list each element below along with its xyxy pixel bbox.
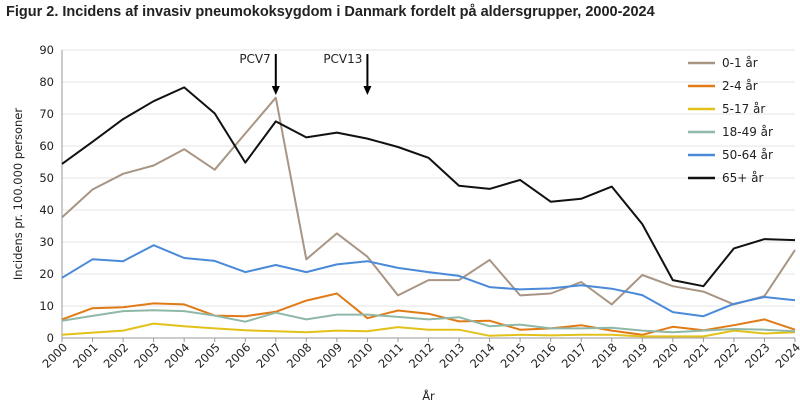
y-tick-label: 90 — [39, 43, 54, 57]
x-tick-label: 2010 — [345, 340, 376, 371]
y-tick-label: 60 — [39, 139, 54, 153]
x-tick-label: 2014 — [467, 340, 498, 371]
x-tick-label: 2005 — [192, 340, 223, 371]
x-tick-label: 2019 — [620, 340, 651, 371]
series-line-517r — [61, 322, 796, 338]
series-line-01r — [61, 96, 796, 306]
annotation-arrowhead — [271, 86, 280, 95]
y-tick-label: 50 — [39, 171, 54, 185]
series-line-1849r — [61, 309, 796, 334]
x-tick-label: 2016 — [528, 340, 559, 371]
legend-label: 65+ år — [722, 171, 763, 185]
x-tick-label: 2022 — [711, 340, 742, 371]
x-tick-label: 2012 — [406, 340, 437, 371]
legend-label: 5-17 år — [722, 102, 765, 116]
x-tick-label: 2024 — [773, 340, 800, 371]
y-tick-label: 0 — [47, 331, 54, 345]
x-tick-label: 2023 — [742, 340, 773, 371]
annotation-label: PCV7 — [239, 52, 270, 66]
series-line-5064r — [61, 244, 796, 318]
x-tick-label: 2020 — [650, 340, 681, 371]
x-tick-label: 2000 — [40, 340, 71, 371]
series-line-65+r — [61, 86, 796, 288]
x-tick-label: 2018 — [589, 340, 620, 371]
x-tick-label: 2002 — [101, 340, 132, 371]
x-tick-label: 2006 — [223, 340, 254, 371]
y-tick-label: 40 — [39, 203, 54, 217]
y-tick-label: 30 — [39, 235, 54, 249]
y-tick-label: 20 — [39, 267, 54, 281]
x-tick-label: 2021 — [681, 340, 712, 371]
x-tick-label: 2004 — [162, 340, 193, 371]
legend-label: 2-4 år — [722, 79, 758, 93]
x-tick-label: 2013 — [437, 340, 468, 371]
chart-title: Figur 2. Incidens af invasiv pneumokoksy… — [6, 4, 655, 20]
y-axis-label: Incidens pr. 100.000 personer — [11, 108, 25, 280]
x-tick-label: 2009 — [314, 340, 345, 371]
y-tick-label: 80 — [39, 75, 54, 89]
annotation-label: PCV13 — [323, 52, 362, 66]
y-tick-label: 10 — [39, 299, 54, 313]
x-tick-label: 2008 — [284, 340, 315, 371]
legend-label: 0-1 år — [722, 56, 758, 70]
x-tick-label: 2017 — [559, 340, 590, 371]
x-tick-label: 2001 — [70, 340, 101, 371]
legend-label: 50-64 år — [722, 148, 773, 162]
x-tick-label: 2015 — [498, 340, 529, 371]
legend-label: 18-49 år — [722, 125, 773, 139]
series-line-24r — [61, 292, 796, 336]
y-tick-label: 70 — [39, 107, 54, 121]
annotation-arrowhead — [363, 86, 372, 95]
x-tick-label: 2007 — [253, 340, 284, 371]
x-axis-label: År — [422, 388, 435, 403]
x-tick-label: 2003 — [131, 340, 162, 371]
x-tick-label: 2011 — [375, 340, 406, 371]
